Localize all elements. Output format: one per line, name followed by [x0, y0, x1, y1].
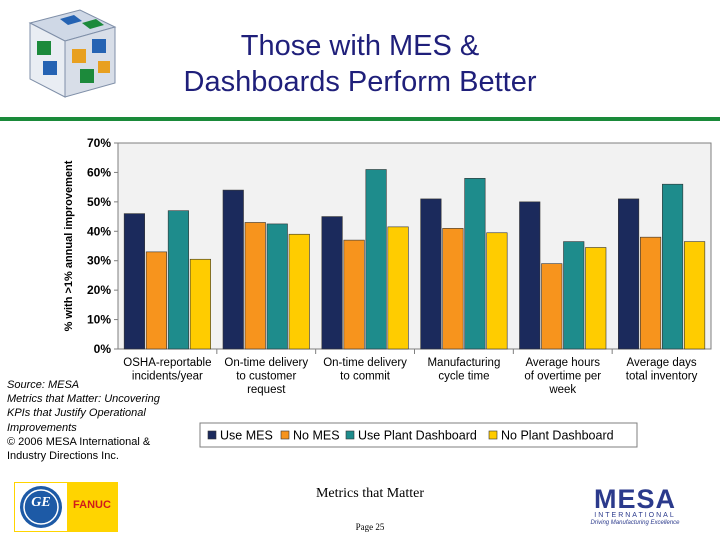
source-line-4: Improvements — [7, 421, 77, 434]
ge-fanuc-logo — [14, 482, 118, 532]
mesa-logo-tagline: Driving Manufacturing Excellence — [590, 520, 680, 526]
plot-area — [117, 142, 712, 350]
source-citation: Source: MESA Metrics that Matter: Uncove… — [7, 378, 192, 463]
slide-title: Those with MES & Dashboards Perform Bett… — [150, 28, 570, 100]
bar — [442, 228, 464, 350]
legend-swatch — [280, 430, 290, 440]
y-tick-label: 20% — [87, 283, 111, 297]
x-category-label: OSHA-reportable — [123, 357, 211, 369]
bar — [222, 189, 244, 350]
y-tick-label: 40% — [87, 224, 111, 238]
y-tick-label: 30% — [87, 254, 111, 268]
mesa-logo-subtitle: INTERNATIONAL — [594, 512, 676, 519]
bar — [420, 198, 442, 350]
bar — [365, 169, 387, 350]
x-category-label: Average days — [627, 357, 697, 369]
y-tick-label: 60% — [87, 165, 111, 179]
bar — [343, 239, 365, 350]
fanuc-logo-text: FANUC — [73, 499, 111, 511]
source-line-2: Metrics that Matter: Uncovering — [7, 393, 160, 406]
x-category-label: On-time delivery — [224, 357, 308, 369]
y-tick-label: 70% — [87, 136, 111, 150]
x-category-label: On-time delivery — [323, 357, 407, 369]
bar — [189, 258, 211, 350]
x-category-label: request — [247, 384, 286, 396]
footer-title: Metrics that Matter — [315, 486, 425, 501]
bar — [266, 223, 288, 350]
ge-monogram: GE — [31, 495, 51, 510]
legend-label: Use Plant Dashboard — [358, 429, 477, 443]
bar — [145, 251, 167, 350]
bar — [684, 241, 706, 350]
mesa-logo-text: MESA — [593, 484, 676, 514]
legend-box — [199, 422, 638, 448]
bar — [288, 233, 310, 350]
bar-chart: 0% 10% 20% 30% 40% 50% 60% 70% % with >1% annual… — [60, 132, 720, 452]
bar — [640, 236, 662, 350]
legend-swatch — [207, 430, 217, 440]
y-tick-label: 50% — [87, 195, 111, 209]
legend-swatch — [345, 430, 355, 440]
bar — [321, 216, 343, 350]
x-category-label: incidents/year — [132, 371, 203, 383]
bar — [519, 201, 541, 350]
slide-title-line1: Those with MES & — [240, 30, 480, 62]
bar — [167, 210, 189, 350]
source-line-6: Industry Directions Inc. — [7, 450, 119, 463]
bar — [123, 213, 145, 350]
bar — [464, 178, 486, 350]
bar — [244, 222, 266, 350]
x-category-label: week — [548, 384, 576, 396]
source-line-5: © 2006 MESA International & — [7, 435, 151, 448]
x-category-label: to customer — [236, 371, 296, 383]
bar — [662, 183, 684, 350]
x-category-label: total inventory — [626, 371, 698, 383]
legend-label: No MES — [293, 429, 340, 443]
bar — [541, 263, 563, 350]
source-line-3: KPIs that Justify Operational — [7, 407, 146, 420]
y-tick-label: 10% — [87, 313, 111, 327]
legend-swatch — [488, 430, 498, 440]
x-category-label: to commit — [340, 371, 391, 383]
page-number: Page 25 — [355, 522, 385, 532]
y-tick-label: 0% — [94, 342, 112, 356]
slide-title-line2: Dashboards Perform Better — [183, 66, 537, 98]
title-divider — [0, 117, 720, 121]
legend-label: Use MES — [220, 429, 273, 443]
bar — [387, 226, 409, 350]
bar — [486, 232, 508, 350]
bar-chart-svg: 0% 10% 20% 30% 40% 50% 60% 70% % with >1% annual… — [63, 136, 712, 448]
x-category-label: cycle time — [438, 371, 489, 383]
x-category-label: Manufacturing — [427, 357, 500, 369]
y-axis-label: % with >1% annual improvement — [63, 160, 75, 331]
x-category-label: Average hours — [525, 357, 600, 369]
x-category-label: of overtime per — [524, 371, 601, 383]
source-line-1: Source: MESA — [7, 379, 80, 391]
puzzle-cube-graphic — [28, 9, 117, 98]
bar — [585, 247, 607, 350]
bar — [618, 198, 640, 350]
legend-label: No Plant Dashboard — [501, 429, 614, 443]
bar — [563, 241, 585, 350]
